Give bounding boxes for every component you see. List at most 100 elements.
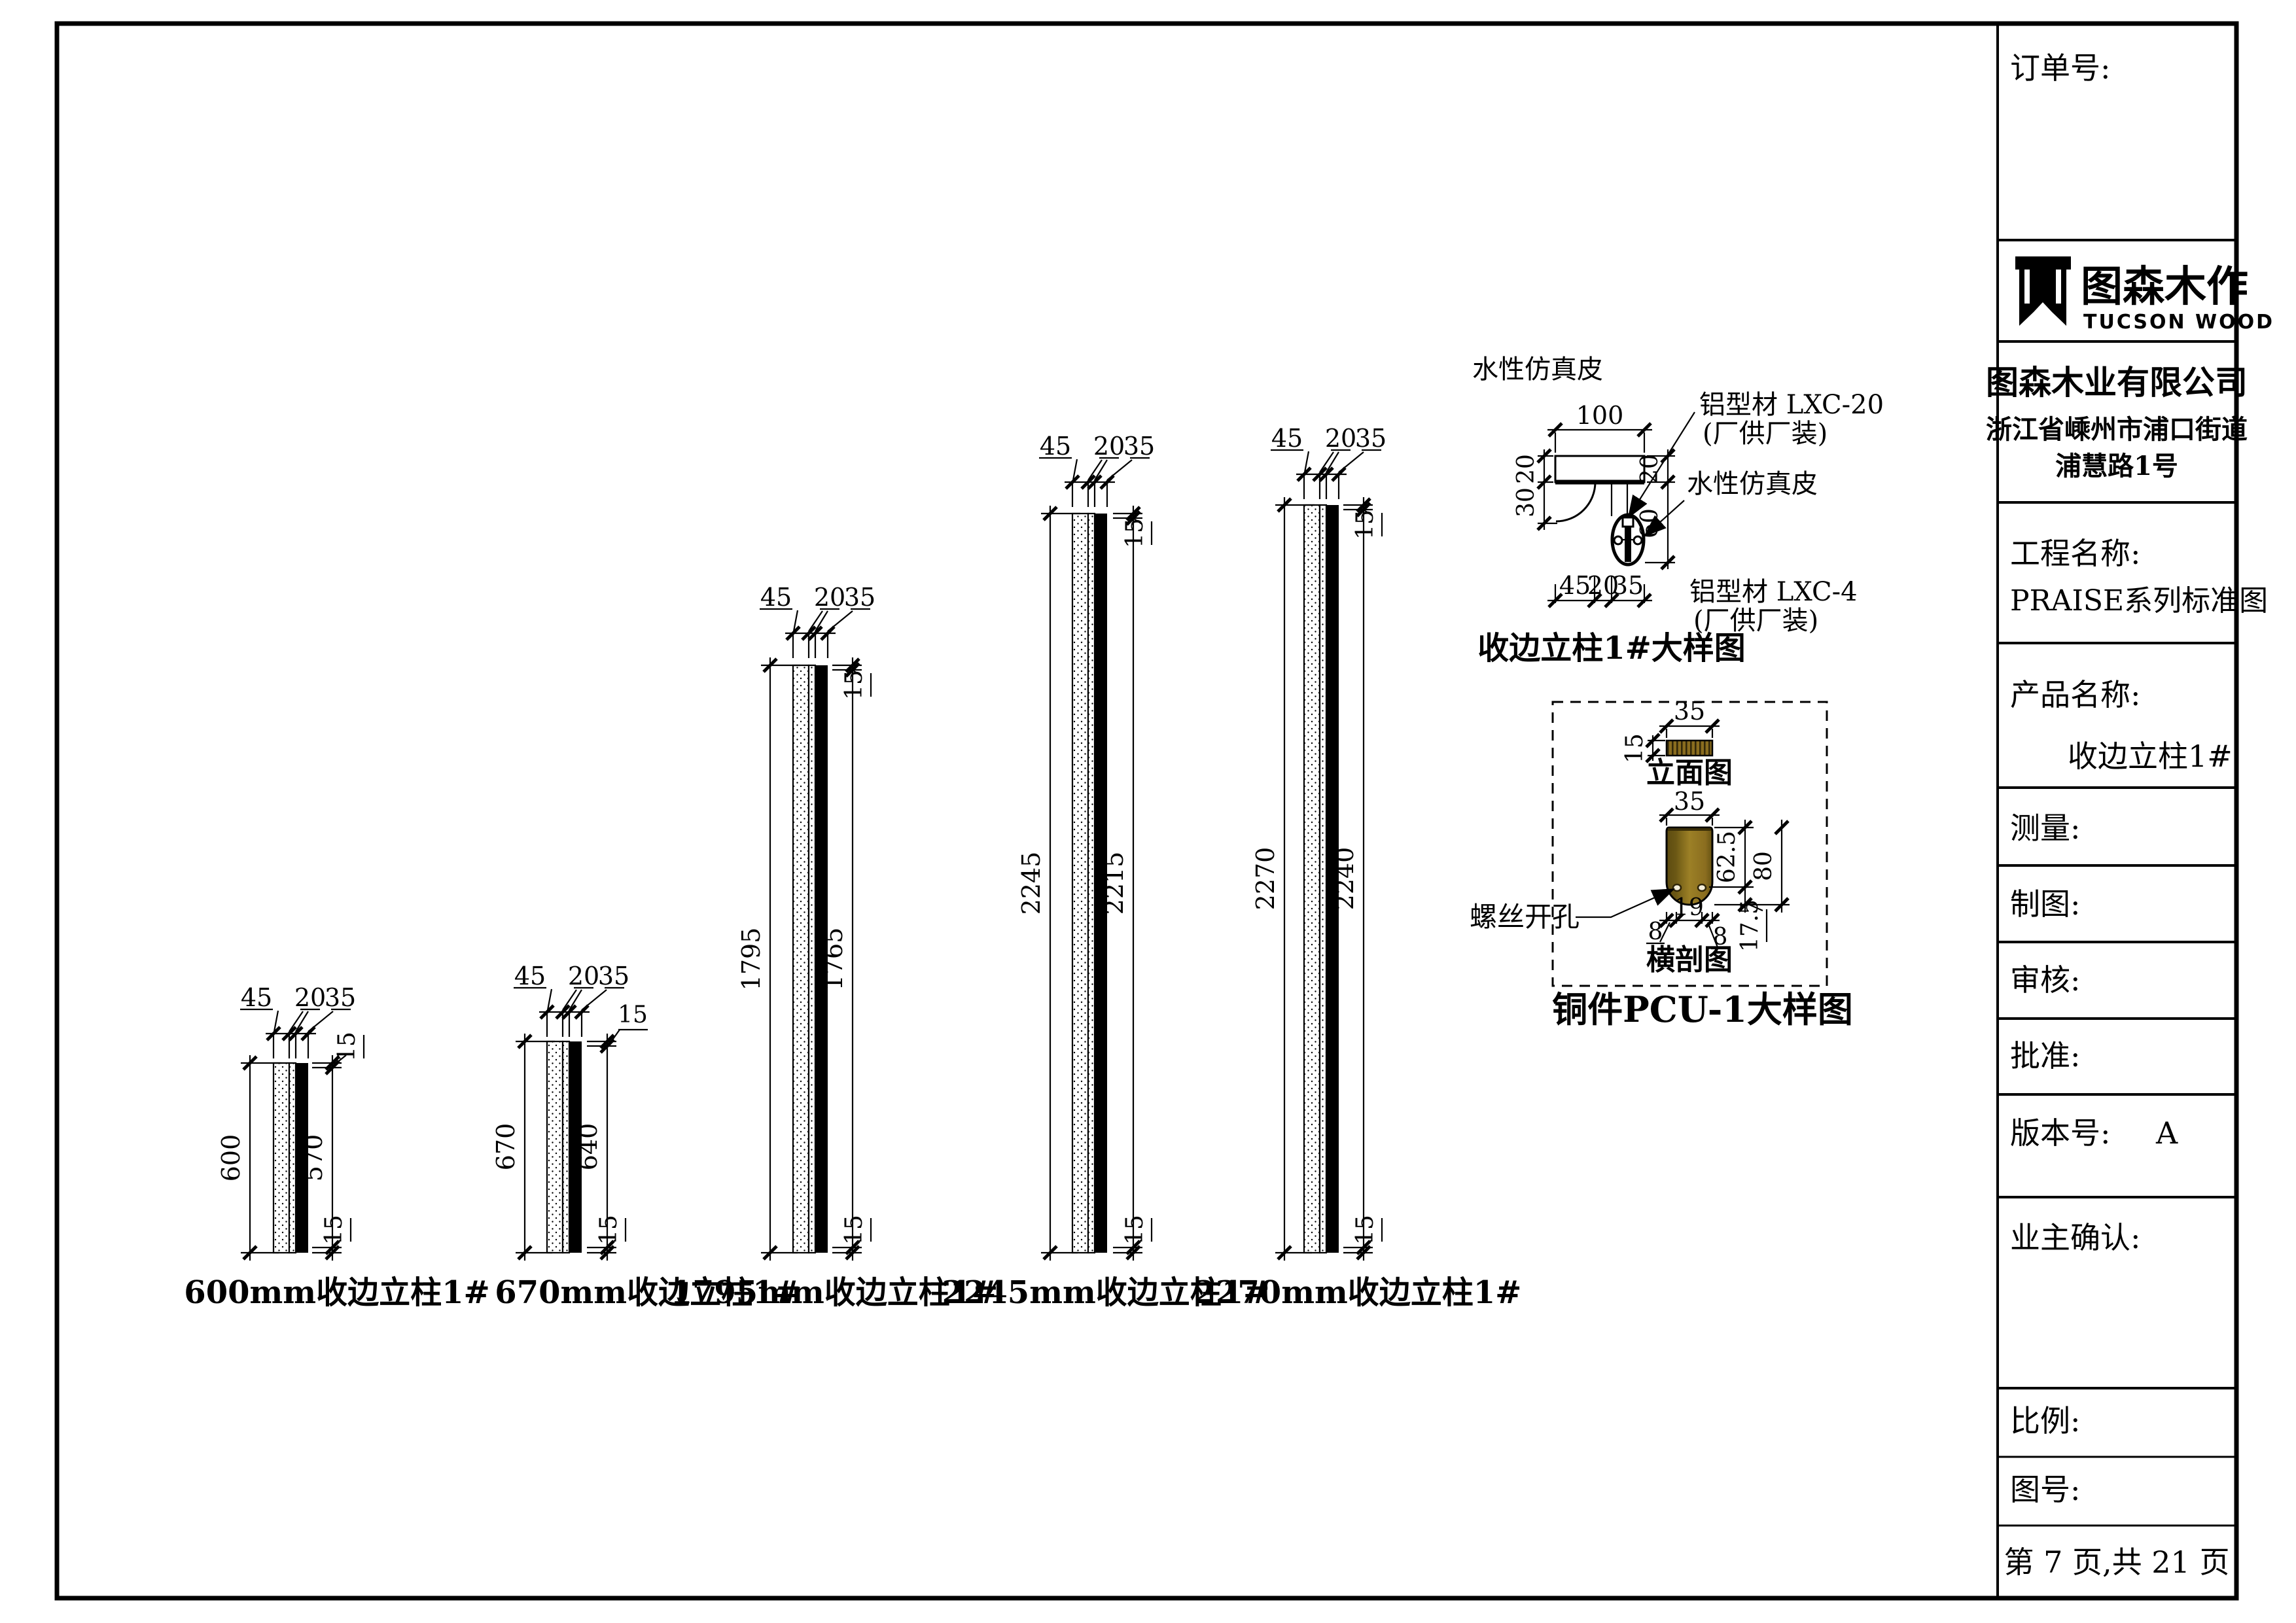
veneer-layer (546, 1040, 564, 1254)
alu-lxc4-sub: (厂供厂装) (1693, 606, 1818, 636)
dim-b20: 20 (1587, 571, 1619, 600)
skin-label-top: 水性仿真皮 (1472, 355, 1603, 385)
dim-edge-bottom: 15 (1122, 1215, 1148, 1245)
top-dimension: 45 20 35 (1271, 424, 1386, 499)
dim-elev-35: 35 (1674, 697, 1705, 725)
dim-inner-height: 570 (299, 1134, 328, 1182)
dim-35: 35 (325, 983, 356, 1012)
dim-b35: 35 (1612, 571, 1644, 600)
pcu-detail: 35 15 立面图 35 62.5 17.5 8 (1470, 697, 1853, 1030)
dim-sect-35: 35 (1674, 787, 1705, 816)
company-logo: 图森木作 TUCSON WOOD (2015, 256, 2272, 334)
dim-8-left: 8 (1648, 918, 1663, 945)
dim-45: 45 (760, 583, 792, 612)
dim-edge-bottom: 15 (841, 1215, 868, 1245)
column-caption: 2245mm收边立柱1# (942, 1274, 1270, 1311)
column-figure-600mm: 45 20 35 600 570 15 15 600mm收边立柱1# (184, 983, 489, 1311)
right-dimension: 2215 15 15 (1100, 506, 1153, 1261)
corner-detail-caption: 收边立柱1#大样图 (1477, 630, 1746, 667)
dim-total-height: 670 (491, 1123, 520, 1171)
dim-45: 45 (241, 983, 272, 1012)
pcu-section-body (1665, 826, 1714, 906)
leader-skin-right: 水性仿真皮 (1643, 469, 1818, 537)
dim-62-5: 62.5 (1714, 831, 1740, 883)
screw-hole-callout: 螺丝开孔 (1470, 888, 1676, 933)
left-dimension: 2270 (1251, 497, 1315, 1261)
title-block: 订单号: 图森木作 TUCSON WOOD 图森木业有限公司 浙江省嵊州市浦口街… (1986, 50, 2272, 1580)
version-value: A (2155, 1115, 2178, 1151)
dim-edge-top: 15 (841, 670, 868, 700)
dim-elev-15: 15 (1621, 733, 1648, 763)
page-info: 第 7 页,共 21 页 (2004, 1544, 2230, 1580)
detail-boundary-box (1551, 701, 1828, 987)
draft-label: 制图: (2010, 886, 2081, 922)
dim-45: 45 (1040, 432, 1071, 461)
top-dimension: 45 20 35 (760, 583, 875, 658)
dim-edge-bottom: 15 (595, 1215, 622, 1245)
dim-edge-bottom: 15 (321, 1215, 347, 1245)
screw-hole-left (1672, 883, 1682, 892)
top-dimension: 45 20 35 (240, 983, 356, 1058)
dim-20: 20 (1325, 424, 1356, 453)
dim-35: 35 (1123, 432, 1155, 461)
veneer-layer (1071, 512, 1089, 1254)
left-dimension: 1795 (737, 657, 800, 1261)
dim-edge-top: 15 (1122, 518, 1148, 548)
pcu-detail-caption: 铜件PCU-1大样图 (1552, 988, 1853, 1030)
dim-45: 45 (514, 962, 546, 990)
section-caption: 横剖图 (1646, 943, 1733, 977)
dim-80: 80 (1750, 851, 1777, 881)
dim-inner-height: 2240 (1330, 847, 1359, 911)
company-address-line1: 浙江省嵊州市浦口街道 (1986, 414, 2248, 445)
veneer-layer (272, 1062, 291, 1254)
project-name-value: PRAISE系列标准图 (2010, 584, 2268, 618)
corner-detail: 水性仿真皮 100 20 30 (1472, 355, 1884, 667)
screw-hole-label: 螺丝开孔 (1470, 901, 1580, 933)
alu-layer (1326, 505, 1339, 1253)
dim-edge-top: 15 (1352, 510, 1379, 540)
dim-b45: 45 (1559, 571, 1591, 600)
dim-35: 35 (1355, 424, 1386, 453)
left-dimensions: 20 30 (1513, 449, 1557, 530)
alu-lxc20-label: 铝型材 LXC-20 (1699, 390, 1884, 420)
review-label: 审核: (2010, 962, 2081, 998)
right-dimension: 570 15 15 (299, 1032, 365, 1261)
dim-17-5: 17.5 (1737, 899, 1763, 952)
width-100-dimension: 100 (1547, 401, 1652, 453)
dim-20: 20 (814, 583, 845, 612)
column-figure-670mm: 45 20 35 670 640 15 15 670mm收边立柱1# (491, 962, 801, 1311)
column-caption: 600mm收边立柱1# (184, 1274, 489, 1311)
version-label: 版本号: (2010, 1115, 2111, 1151)
product-name-value: 收边立柱1# (2068, 739, 2233, 774)
veneer-layer (792, 664, 810, 1254)
core-layer (1087, 512, 1096, 1254)
logo-chinese-text: 图森木作 (2081, 262, 2248, 311)
column-figure-2245mm: 45 20 35 2245 2215 15 15 2245mm收边立柱1# (942, 432, 1270, 1311)
company-address-line2: 浦慧路1号 (2055, 451, 2178, 481)
core-layer (1318, 504, 1328, 1254)
dim-45: 45 (1271, 424, 1303, 453)
dim-100: 100 (1576, 401, 1624, 430)
column-caption: 670mm收边立柱1# (495, 1274, 800, 1311)
skin-label-right: 水性仿真皮 (1687, 469, 1818, 499)
right-dimension: 640 15 15 (574, 1002, 648, 1261)
dim-inner-height: 640 (574, 1123, 603, 1171)
alu-layer (815, 665, 828, 1253)
dim-20-left: 20 (1513, 454, 1540, 484)
core-layer (288, 1062, 297, 1254)
approve-label: 批准: (2010, 1038, 2081, 1073)
dim-edge-top: 15 (334, 1032, 361, 1062)
company-name: 图森木业有限公司 (1986, 363, 2248, 402)
measure-label: 测量: (2010, 811, 2081, 846)
dim-total-height: 2270 (1251, 847, 1280, 911)
column-figure-2270mm: 45 20 35 2270 2240 15 15 2270mm收边立柱1# (1194, 424, 1522, 1311)
owner-confirm-label: 业主确认: (2010, 1220, 2141, 1255)
top-plate (1554, 455, 1646, 483)
dim-total-height: 2245 (1017, 852, 1046, 915)
dim-19: 19 (1674, 894, 1704, 921)
dim-35: 35 (844, 583, 875, 612)
scale-label: 比例: (2010, 1403, 2081, 1439)
elevation-caption: 立面图 (1646, 756, 1733, 790)
